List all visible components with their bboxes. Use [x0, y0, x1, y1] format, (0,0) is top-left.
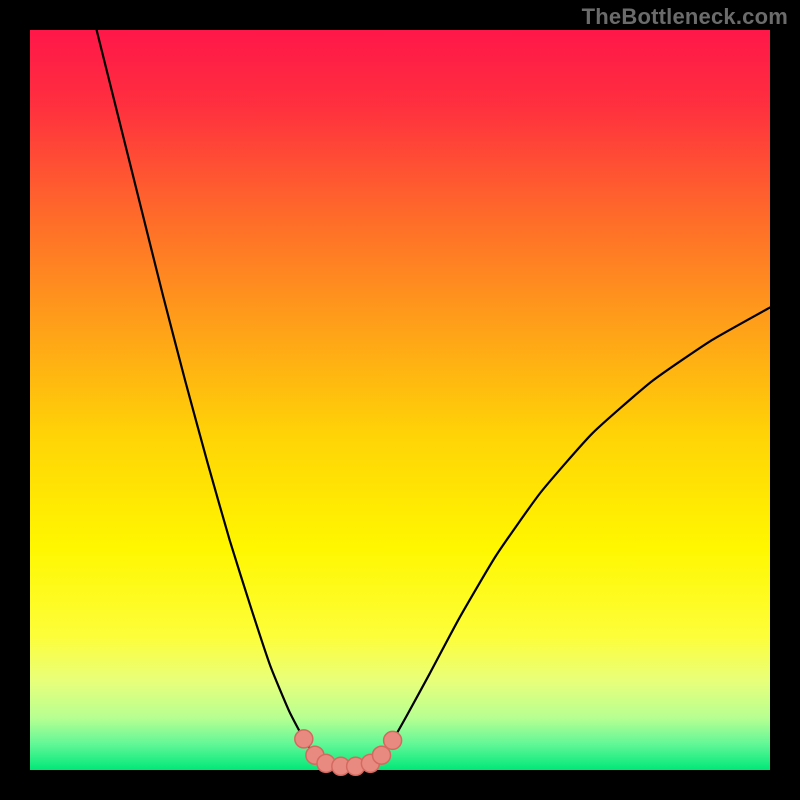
watermark-text: TheBottleneck.com: [582, 4, 788, 30]
bottleneck-curve-chart: [0, 0, 800, 800]
chart-gradient-background: [30, 30, 770, 770]
curve-marker: [295, 730, 313, 748]
curve-marker: [373, 746, 391, 764]
curve-marker: [384, 731, 402, 749]
